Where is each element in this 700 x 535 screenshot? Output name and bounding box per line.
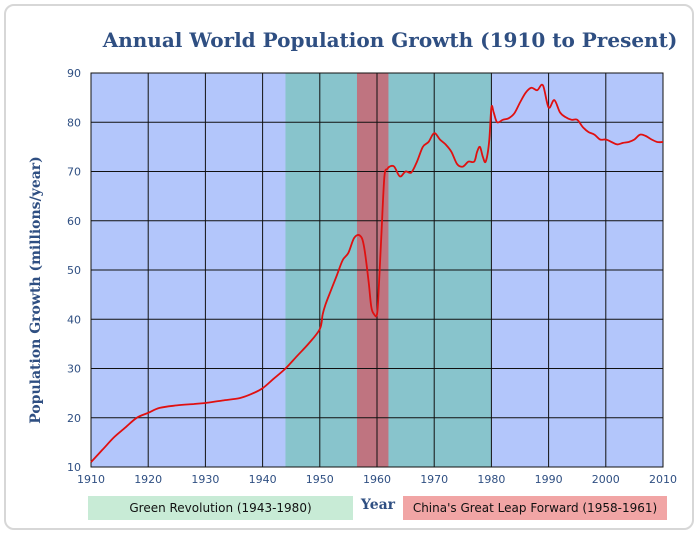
y-tick-label: 40 bbox=[67, 313, 81, 326]
x-tick-label: 1970 bbox=[420, 473, 448, 486]
y-tick-label: 60 bbox=[67, 215, 81, 228]
x-tick-label: 1960 bbox=[363, 473, 391, 486]
green-revolution-legend: Green Revolution (1943-1980) bbox=[88, 496, 353, 520]
y-tick-label: 70 bbox=[67, 166, 81, 179]
x-tick-label: 1940 bbox=[249, 473, 277, 486]
x-tick-label: 1990 bbox=[535, 473, 563, 486]
x-tick-label: 2000 bbox=[592, 473, 620, 486]
great-leap-forward-legend: China's Great Leap Forward (1958-1961) bbox=[403, 496, 667, 520]
x-tick-label: 1950 bbox=[306, 473, 334, 486]
y-tick-label: 10 bbox=[67, 461, 81, 474]
x-tick-label: 1930 bbox=[191, 473, 219, 486]
y-tick-label: 50 bbox=[67, 264, 81, 277]
y-tick-label: 80 bbox=[67, 116, 81, 129]
chart-title: Annual World Population Growth (1910 to … bbox=[102, 28, 678, 52]
growth-line bbox=[90, 83, 664, 463]
y-tick-label: 20 bbox=[67, 412, 81, 425]
plot-border bbox=[90, 72, 664, 468]
x-tick-label: 1920 bbox=[134, 473, 162, 486]
x-tick-label: 1980 bbox=[477, 473, 505, 486]
x-axis-label: Year bbox=[360, 497, 396, 513]
x-tick-label: 2010 bbox=[649, 473, 677, 486]
y-tick-label: 90 bbox=[67, 67, 81, 80]
y-tick-label: 30 bbox=[67, 363, 81, 376]
x-tick-label: 1910 bbox=[77, 473, 105, 486]
